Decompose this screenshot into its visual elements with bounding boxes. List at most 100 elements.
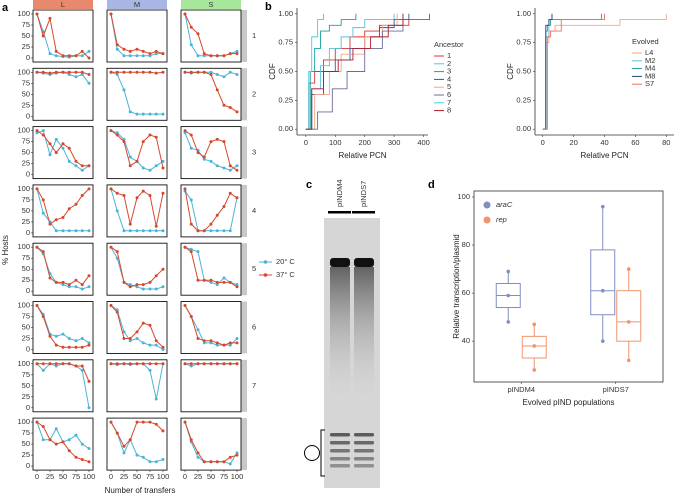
data-point bbox=[135, 229, 139, 233]
data-point bbox=[128, 70, 132, 74]
cdf-line bbox=[305, 13, 398, 130]
data-point bbox=[209, 73, 213, 76]
data-point bbox=[222, 280, 226, 284]
x-tick-label: 25 bbox=[194, 472, 202, 481]
data-point bbox=[141, 420, 145, 424]
data-point bbox=[135, 330, 139, 334]
data-point bbox=[222, 54, 226, 58]
data-point bbox=[235, 362, 239, 366]
data-point bbox=[154, 164, 158, 168]
y-tick-label: 0 bbox=[26, 344, 30, 353]
data-point bbox=[80, 368, 84, 372]
data-point bbox=[189, 43, 193, 47]
data-point bbox=[67, 449, 71, 453]
row-strip bbox=[241, 10, 247, 62]
data-point bbox=[80, 194, 84, 197]
data-point bbox=[196, 250, 200, 254]
y-tick-label: 0.50 bbox=[516, 66, 531, 75]
data-point bbox=[87, 379, 91, 383]
data-point bbox=[135, 337, 139, 340]
data-point bbox=[128, 438, 132, 442]
y-tick-label: 0.00 bbox=[516, 124, 531, 133]
data-point bbox=[154, 397, 158, 401]
data-point bbox=[80, 337, 84, 340]
data-point bbox=[202, 278, 206, 282]
data-point bbox=[122, 70, 126, 74]
y-tick-label: 75 bbox=[22, 78, 30, 87]
data-point bbox=[183, 362, 187, 366]
legend-label: 20° C bbox=[276, 257, 295, 266]
data-point bbox=[202, 341, 206, 345]
data-point bbox=[135, 70, 139, 74]
data-point bbox=[215, 54, 219, 58]
data-point bbox=[74, 159, 78, 163]
data-point bbox=[228, 362, 232, 366]
data-point bbox=[61, 146, 65, 150]
data-point bbox=[128, 49, 132, 53]
data-point bbox=[196, 229, 200, 233]
data-point bbox=[183, 129, 187, 133]
y-tick-label: 100 bbox=[17, 9, 30, 18]
data-point bbox=[74, 339, 78, 343]
data-point bbox=[215, 229, 219, 233]
y-tick-label: 0 bbox=[26, 53, 30, 62]
data-point bbox=[115, 131, 119, 135]
data-point bbox=[35, 70, 39, 74]
data-point bbox=[161, 229, 165, 233]
legend-label: L4 bbox=[645, 48, 653, 57]
y-tick-label: 25 bbox=[22, 217, 30, 226]
data-point bbox=[235, 451, 239, 455]
data-point bbox=[122, 444, 126, 448]
data-point bbox=[209, 278, 213, 282]
y-tick-label: 100 bbox=[17, 184, 30, 193]
data-point bbox=[122, 194, 126, 197]
data-point bbox=[115, 43, 119, 47]
data-point bbox=[115, 133, 119, 137]
data-point bbox=[35, 362, 39, 366]
data-point bbox=[154, 422, 158, 426]
data-point bbox=[80, 168, 84, 172]
data-point bbox=[67, 362, 71, 366]
y-tick-label: 50 bbox=[22, 89, 30, 98]
data-point bbox=[87, 447, 91, 450]
panel-frame bbox=[106, 242, 168, 296]
data-point bbox=[222, 460, 226, 464]
data-point bbox=[61, 142, 65, 146]
y-axis-label: CDF bbox=[268, 63, 277, 80]
data-point bbox=[148, 229, 152, 233]
data-point bbox=[54, 343, 58, 347]
data-point bbox=[141, 166, 145, 170]
data-point bbox=[135, 112, 139, 116]
data-point bbox=[202, 52, 206, 56]
x-axis-label: Number of transfers bbox=[105, 486, 176, 495]
data-point bbox=[196, 362, 200, 366]
data-point bbox=[189, 315, 193, 318]
data-point bbox=[41, 34, 45, 38]
y-tick-label: 25 bbox=[22, 275, 30, 284]
x-axis-label: Relative PCN bbox=[338, 151, 386, 160]
data-point bbox=[122, 337, 126, 340]
panel-frame bbox=[180, 9, 242, 63]
y-tick-label: 75 bbox=[22, 195, 30, 204]
y-tick-label: 0 bbox=[26, 286, 30, 295]
data-point bbox=[74, 455, 78, 459]
data-point bbox=[135, 159, 139, 163]
band-lower bbox=[330, 449, 350, 453]
data-point bbox=[189, 250, 193, 254]
y-tick-label: 25 bbox=[22, 392, 30, 401]
band-lower bbox=[330, 433, 350, 437]
x-tick-label: 300 bbox=[388, 138, 401, 147]
data-point bbox=[161, 70, 165, 74]
y-tick-label: 25 bbox=[22, 100, 30, 109]
data-point bbox=[209, 140, 213, 144]
data-point bbox=[80, 229, 84, 233]
data-point bbox=[228, 168, 232, 172]
data-point bbox=[235, 49, 239, 53]
data-point bbox=[215, 343, 219, 347]
data-point bbox=[202, 54, 206, 58]
legend-label: 37° C bbox=[276, 270, 295, 279]
panel-frame bbox=[180, 184, 242, 238]
data-point bbox=[54, 218, 58, 222]
data-point bbox=[122, 330, 126, 334]
